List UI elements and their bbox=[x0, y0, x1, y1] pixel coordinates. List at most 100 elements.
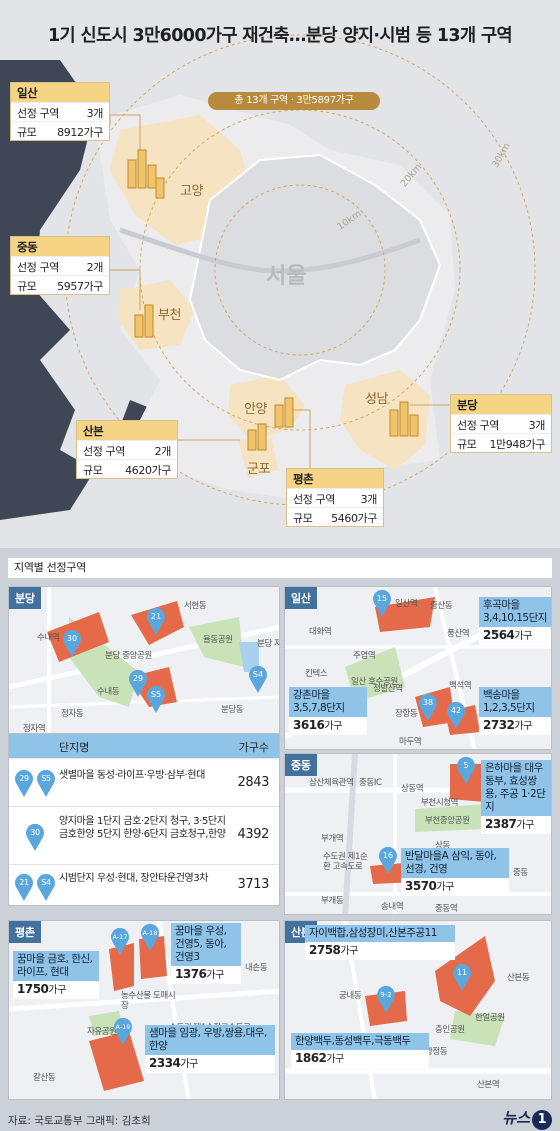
panel-tag: 평촌 bbox=[9, 921, 41, 943]
complex-count: 1750 bbox=[17, 982, 49, 996]
pin-a17[interactable]: A-17 bbox=[109, 925, 131, 955]
pin-label: 30 bbox=[30, 828, 40, 837]
street-label: 내손동 bbox=[245, 963, 268, 973]
street-label: 정자동 bbox=[61, 709, 84, 719]
pin-label: 30 bbox=[67, 634, 77, 643]
household-count: 3713 bbox=[237, 877, 270, 892]
bucheon-label: 부천 bbox=[158, 308, 182, 323]
source-credit: 자료: 국토교통부 그래픽: 김초희 bbox=[8, 1115, 151, 1127]
panel-tag: 중동 bbox=[285, 754, 317, 776]
complex-unit: 가구 bbox=[340, 946, 358, 957]
street-label: 수내동 bbox=[97, 687, 120, 697]
pin-a18[interactable]: A-18 bbox=[139, 921, 161, 951]
street-label: 중산동 bbox=[430, 601, 453, 611]
building-icon-bucheon bbox=[134, 304, 154, 338]
seoul-label: 서울 bbox=[266, 264, 307, 289]
complex-box: 한양백두,동성백두,극동백두 1862가구 bbox=[291, 1033, 429, 1068]
street-label: 서현동 bbox=[184, 601, 207, 611]
complex-title: 강촌마을 3,5,7,8단지 bbox=[289, 687, 367, 717]
pin-38[interactable]: 38 bbox=[417, 691, 439, 721]
pin-9-2[interactable]: 9-2 bbox=[375, 983, 397, 1013]
street-label: 율동공원 bbox=[203, 635, 233, 645]
region-box-pyeongchon: 평촌 선정 구역 3개 규모 5460가구 bbox=[286, 468, 384, 527]
region-box-sanbon: 산본 선정 구역 2개 규모 4620가구 bbox=[76, 420, 178, 479]
region-name: 산본 bbox=[77, 421, 177, 440]
complex-title: 자이백합,삼성장미,산본주공11 bbox=[305, 925, 455, 942]
pin-a19[interactable]: A-19 bbox=[112, 1015, 134, 1045]
pin-21[interactable]: 21 bbox=[145, 605, 167, 635]
pin-30[interactable]: 30 bbox=[61, 627, 83, 657]
size-value: 5460가구 bbox=[331, 512, 377, 525]
row-pins: 21 S4 bbox=[15, 873, 56, 901]
block-a18 bbox=[139, 936, 167, 979]
sea-area bbox=[0, 60, 95, 520]
pin-label: 11 bbox=[457, 968, 467, 977]
complex-name: 샛별마을 동성·라이프·우방·삼부·현대 bbox=[59, 770, 205, 781]
street-label: 분당동 bbox=[221, 705, 244, 715]
footer: 자료: 국토교통부 그래픽: 김초희 뉴스 1 bbox=[0, 1109, 560, 1131]
household-count: 4392 bbox=[237, 827, 270, 842]
street-label: 삼산체육관역 bbox=[309, 778, 354, 788]
table-row: 21 S4 시범단지 우성·현대, 장안타운건영3차 3713 bbox=[9, 864, 279, 905]
anyang-label: 안양 bbox=[244, 402, 268, 417]
pin-label: 29 bbox=[133, 674, 143, 683]
street-label: 중동 bbox=[513, 868, 528, 878]
bundang-map bbox=[9, 587, 279, 733]
select-value: 3개 bbox=[528, 419, 546, 432]
complex-unit: 가구 bbox=[514, 721, 532, 732]
street-label: 장항동 bbox=[395, 709, 418, 719]
panel-bundang: 분당 서현동 수내역 수내동 정자동 정자역 분당동 율동공원 분당 중앙공원 … bbox=[8, 586, 280, 734]
pin-29[interactable]: 29 bbox=[127, 667, 149, 697]
complex-unit: 가구 bbox=[206, 970, 224, 981]
logo-text: 뉴스 bbox=[502, 1109, 530, 1127]
complex-box: 은하마을 대우동부, 효성쌍용, 주공 1·2단지 2387가구 bbox=[481, 760, 551, 834]
pin-16[interactable]: 16 bbox=[377, 844, 399, 874]
complex-count: 2334 bbox=[149, 1056, 181, 1070]
pin-42[interactable]: 42 bbox=[445, 699, 467, 729]
size-label: 규모 bbox=[293, 512, 313, 525]
pin-s5[interactable]: S5 bbox=[145, 683, 167, 713]
pin-s4[interactable]: S4 bbox=[247, 663, 269, 693]
pin-label: S5 bbox=[151, 690, 161, 699]
panel-tag: 분당 bbox=[9, 587, 41, 609]
complex-unit: 가구 bbox=[324, 721, 342, 732]
complex-unit: 가구 bbox=[48, 985, 66, 996]
gunpo-label: 군포 bbox=[247, 462, 271, 477]
street-label: 부개동 bbox=[321, 896, 344, 906]
street-label: 수내역 bbox=[37, 633, 60, 643]
street-label: 일산역 bbox=[395, 599, 418, 609]
pin-label: 38 bbox=[423, 698, 433, 707]
pin-15[interactable]: 15 bbox=[371, 587, 393, 617]
pin-label: 16 bbox=[383, 851, 393, 860]
pin-5[interactable]: 5 bbox=[455, 754, 477, 784]
complex-count: 2732 bbox=[483, 718, 515, 732]
block-a19 bbox=[89, 1031, 144, 1091]
building-icon-bundang bbox=[389, 401, 419, 437]
block-a17 bbox=[109, 943, 134, 991]
building-icon-anyang bbox=[274, 397, 294, 428]
section-title: 지역별 선정구역 bbox=[8, 558, 552, 578]
seongnam-label: 성남 bbox=[365, 392, 389, 407]
logo-number: 1 bbox=[532, 1110, 552, 1130]
complex-unit: 가구 bbox=[516, 820, 534, 831]
street-label: 대화역 bbox=[309, 627, 332, 637]
size-value: 1만948가구 bbox=[489, 438, 545, 451]
ring-10km bbox=[214, 184, 386, 356]
region-name: 일산 bbox=[11, 83, 109, 102]
complex-title: 한양백두,동성백두,극동백두 bbox=[291, 1033, 429, 1050]
pin-11[interactable]: 11 bbox=[451, 961, 473, 991]
region-box-bundang: 분당 선정 구역 3개 규모 1만948가구 bbox=[450, 394, 552, 453]
size-value: 5957가구 bbox=[57, 280, 103, 293]
complex-title: 꿈마을 우성, 건영5, 동아, 건영3 bbox=[171, 923, 241, 966]
pin-label: 29 bbox=[19, 774, 29, 783]
complex-title: 반달마을A 삼익, 동아, 선경, 건영 bbox=[401, 848, 509, 878]
row-pins: 30 bbox=[26, 823, 44, 851]
leader-ilsan bbox=[109, 114, 141, 160]
complex-count: 3570 bbox=[405, 879, 437, 893]
news1-logo: 뉴스 1 bbox=[502, 1107, 552, 1130]
pin-label: A-19 bbox=[116, 1023, 131, 1031]
street-label: 농수산물 도매시장 bbox=[121, 991, 176, 1011]
complex-unit: 가구 bbox=[514, 631, 532, 642]
select-value: 2개 bbox=[86, 261, 104, 274]
